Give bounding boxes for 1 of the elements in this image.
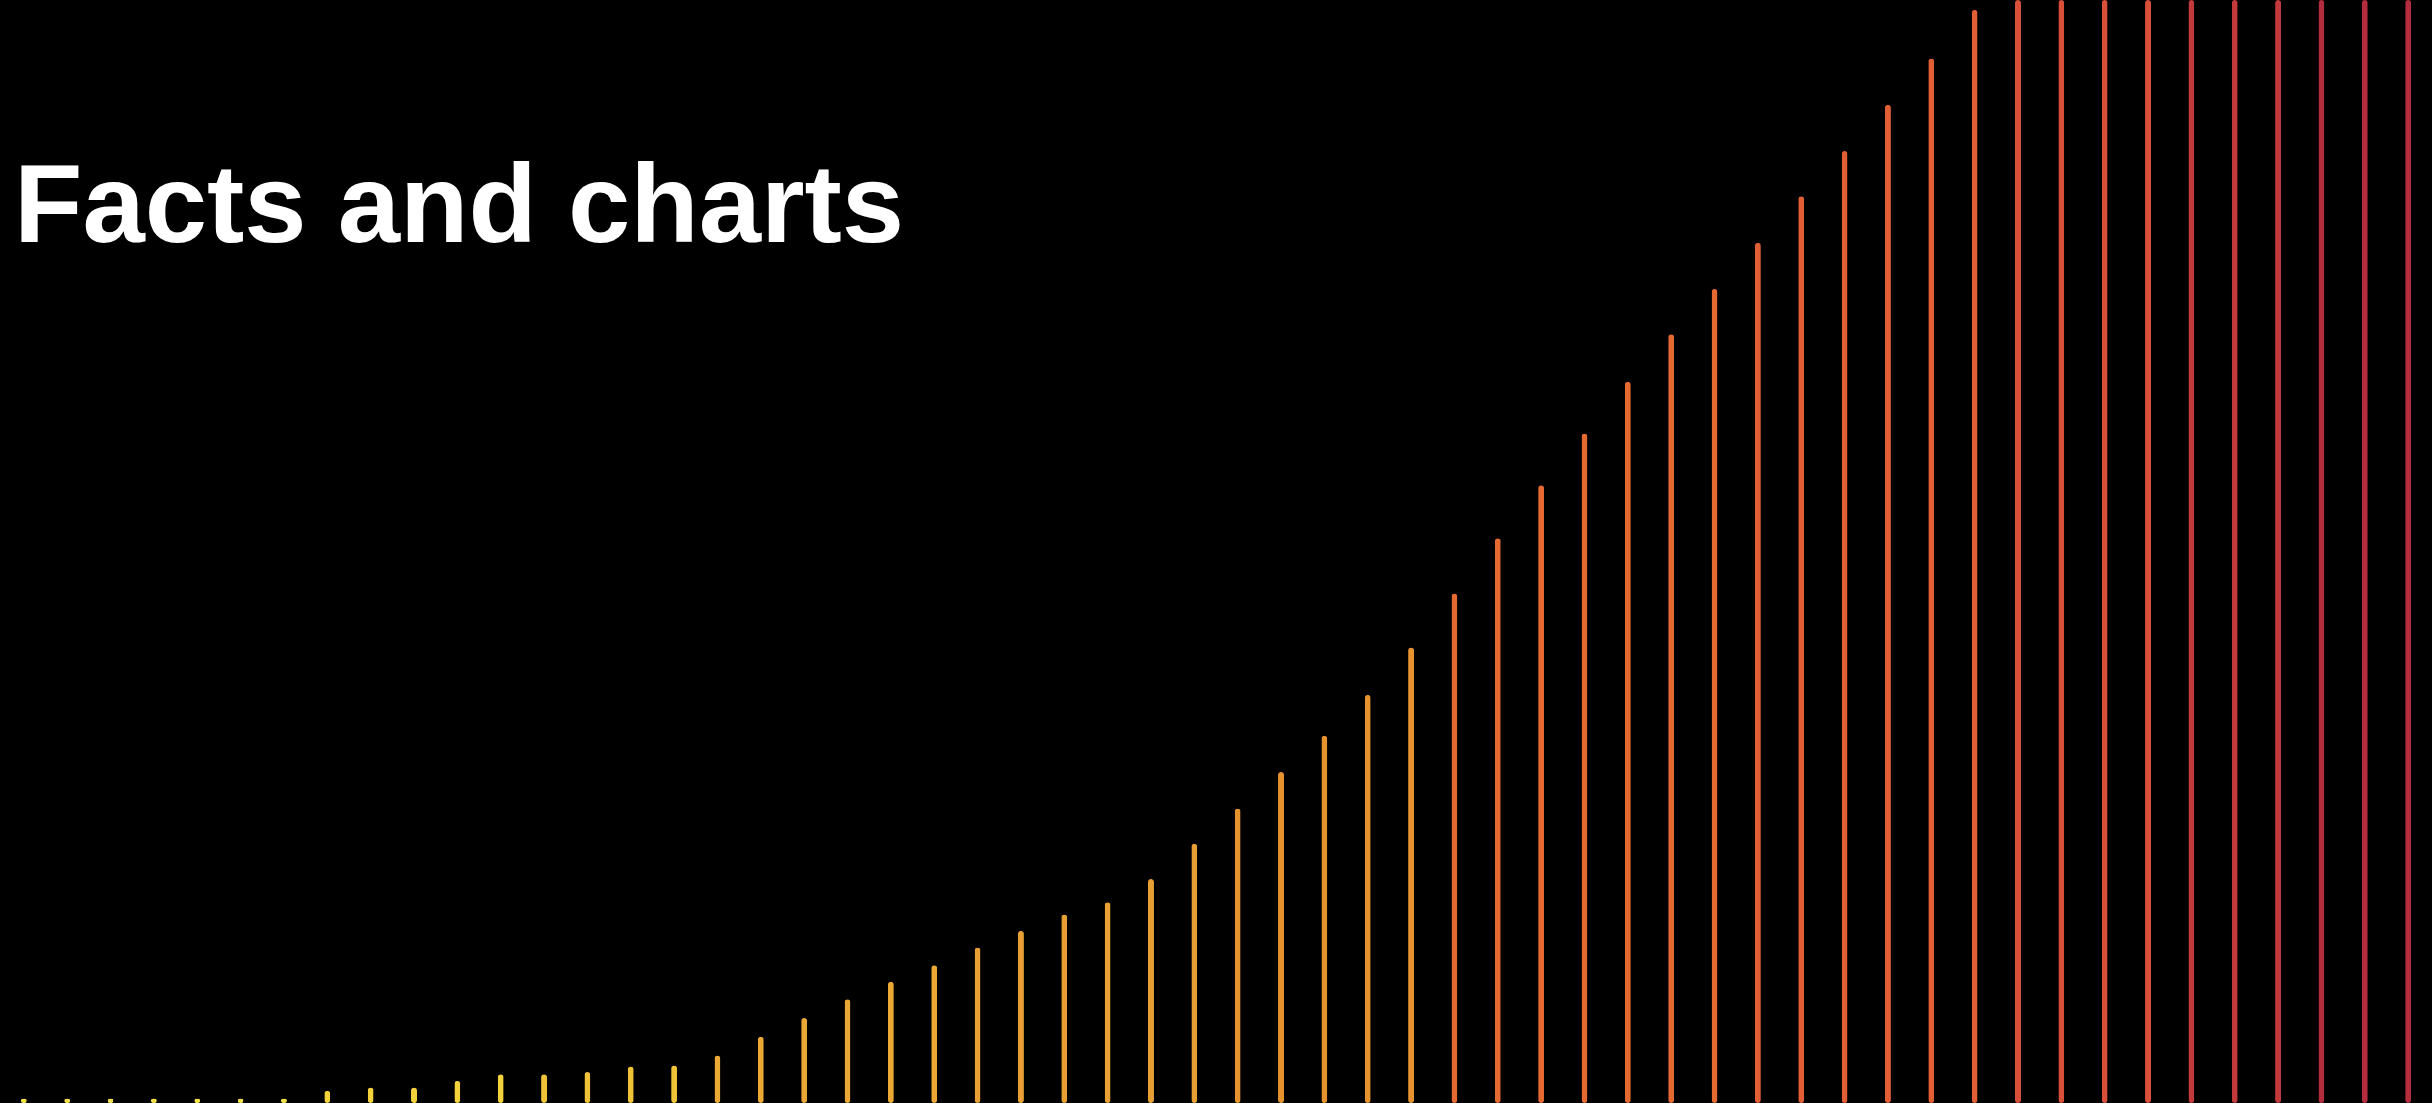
text: Facts and charts (14, 141, 905, 266)
